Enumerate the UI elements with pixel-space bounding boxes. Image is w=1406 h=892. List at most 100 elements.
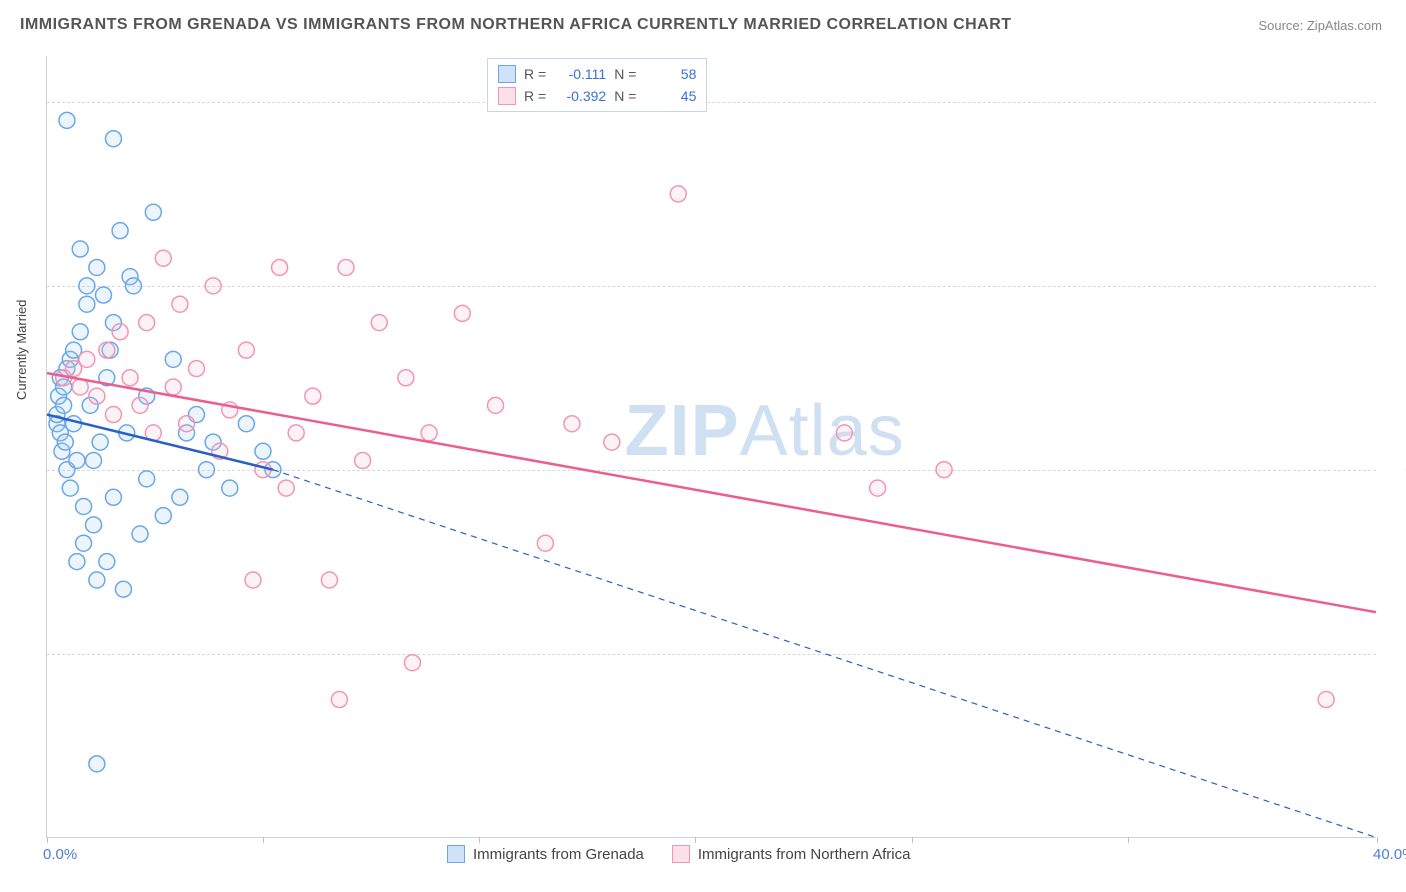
data-point <box>198 462 214 478</box>
series-legend: Immigrants from Grenada Immigrants from … <box>447 845 910 863</box>
legend-item: Immigrants from Northern Africa <box>672 845 911 863</box>
data-point <box>255 443 271 459</box>
legend-row: R = -0.392 N = 45 <box>498 85 696 107</box>
data-point <box>238 342 254 358</box>
data-point <box>86 517 102 533</box>
data-point <box>305 388 321 404</box>
legend-row: R = -0.111 N = 58 <box>498 63 696 85</box>
r-label: R = <box>524 63 546 85</box>
data-point <box>89 388 105 404</box>
data-point <box>76 498 92 514</box>
xtick-label: 0.0% <box>43 846 77 863</box>
data-point <box>112 223 128 239</box>
source-link[interactable]: ZipAtlas.com <box>1307 18 1382 33</box>
data-point <box>172 296 188 312</box>
data-point <box>125 278 141 294</box>
data-point <box>105 489 121 505</box>
series-label: Immigrants from Grenada <box>473 846 644 863</box>
data-point <box>89 572 105 588</box>
ytick-label: 40.0% <box>1388 460 1406 477</box>
data-point <box>69 452 85 468</box>
swatch-icon <box>447 845 465 863</box>
data-point <box>76 535 92 551</box>
swatch-icon <box>498 65 516 83</box>
data-point <box>564 416 580 432</box>
data-point <box>79 351 95 367</box>
data-point <box>72 324 88 340</box>
data-point <box>205 278 221 294</box>
xtick-label: 40.0% <box>1373 846 1406 863</box>
data-point <box>338 259 354 275</box>
data-point <box>398 370 414 386</box>
data-point <box>222 480 238 496</box>
ytick-label: 20.0% <box>1388 644 1406 661</box>
legend-item: Immigrants from Grenada <box>447 845 644 863</box>
r-value: -0.392 <box>554 85 606 107</box>
data-point <box>278 480 294 496</box>
data-point <box>139 315 155 331</box>
source-prefix: Source: <box>1258 18 1306 33</box>
data-point <box>404 655 420 671</box>
data-point <box>165 351 181 367</box>
data-point <box>604 434 620 450</box>
n-label: N = <box>614 85 636 107</box>
data-point <box>165 379 181 395</box>
data-point <box>155 250 171 266</box>
data-point <box>99 342 115 358</box>
data-point <box>331 692 347 708</box>
data-point <box>105 407 121 423</box>
data-point <box>56 397 72 413</box>
r-value: -0.111 <box>554 63 606 85</box>
data-point <box>132 397 148 413</box>
data-point <box>59 112 75 128</box>
data-point <box>86 452 102 468</box>
data-point <box>670 186 686 202</box>
data-point <box>172 489 188 505</box>
n-label: N = <box>614 63 636 85</box>
data-point <box>371 315 387 331</box>
n-value: 58 <box>644 63 696 85</box>
data-point <box>936 462 952 478</box>
data-point <box>66 416 82 432</box>
swatch-icon <box>498 87 516 105</box>
data-point <box>79 278 95 294</box>
data-point <box>89 756 105 772</box>
data-point <box>92 434 108 450</box>
data-point <box>238 416 254 432</box>
data-point <box>421 425 437 441</box>
correlation-legend: R = -0.111 N = 58 R = -0.392 N = 45 <box>487 58 707 112</box>
data-point <box>57 434 73 450</box>
data-point <box>179 416 195 432</box>
trend-line-extrapolated <box>273 470 1376 838</box>
source-attribution: Source: ZipAtlas.com <box>1258 18 1382 33</box>
n-value: 45 <box>644 85 696 107</box>
data-point <box>189 361 205 377</box>
ytick-label: 60.0% <box>1388 276 1406 293</box>
series-label: Immigrants from Northern Africa <box>698 846 911 863</box>
data-point <box>89 259 105 275</box>
data-point <box>245 572 261 588</box>
data-point <box>115 581 131 597</box>
r-label: R = <box>524 85 546 107</box>
data-point <box>155 508 171 524</box>
data-point <box>105 131 121 147</box>
data-point <box>79 296 95 312</box>
data-point <box>139 471 155 487</box>
data-point <box>321 572 337 588</box>
data-point <box>72 241 88 257</box>
data-point <box>62 480 78 496</box>
data-point <box>1318 692 1334 708</box>
swatch-icon <box>672 845 690 863</box>
data-point <box>836 425 852 441</box>
data-point <box>112 324 128 340</box>
data-point <box>145 204 161 220</box>
plot-area: ZIPAtlas R = -0.111 N = 58 R = -0.392 N … <box>46 56 1376 838</box>
scatter-svg <box>47 56 1376 837</box>
data-point <box>132 526 148 542</box>
data-point <box>488 397 504 413</box>
data-point <box>288 425 304 441</box>
ytick-label: 80.0% <box>1388 92 1406 109</box>
data-point <box>95 287 111 303</box>
chart-title: IMMIGRANTS FROM GRENADA VS IMMIGRANTS FR… <box>20 16 1012 34</box>
data-point <box>272 259 288 275</box>
